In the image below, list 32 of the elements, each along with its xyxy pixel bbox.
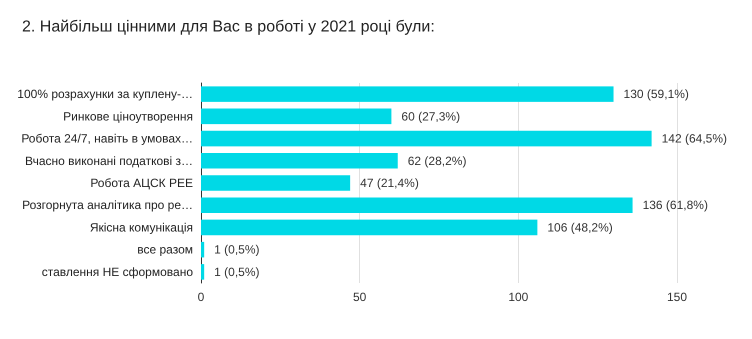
data-label: 47 (21,4%) — [360, 176, 419, 190]
x-tick-label: 0 — [198, 290, 205, 304]
data-label: 136 (61,8%) — [642, 198, 708, 212]
y-tick-label: Розгорнута аналітика про ре… — [22, 198, 193, 212]
bar — [201, 86, 614, 102]
data-label: 1 (0,5%) — [214, 242, 260, 257]
y-tick-label: 100% розрахунки за куплену-… — [17, 87, 193, 102]
bar — [201, 130, 652, 146]
y-tick-label: ставлення НЕ сформовано — [42, 264, 194, 279]
y-tick-label: Якісна комунікація — [90, 220, 193, 234]
bar — [201, 153, 398, 169]
y-tick-label: Вчасно виконані податкові з… — [25, 154, 193, 168]
bar — [201, 242, 204, 258]
y-tick-label: Робота 24/7, навіть в умовах… — [21, 132, 193, 146]
bar — [201, 264, 204, 280]
data-label: 106 (48,2%) — [547, 220, 613, 234]
x-tick-label: 50 — [352, 290, 367, 304]
y-tick-label: все разом — [137, 242, 193, 257]
data-label: 142 (64,5%) — [662, 132, 727, 146]
data-label: 130 (59,1%) — [624, 87, 689, 102]
bar — [201, 197, 633, 213]
chart-title: 2. Найбільш цінними для Вас в роботі у 2021 році були: — [22, 18, 435, 36]
bar — [201, 175, 350, 191]
y-tick-label: Робота АЦСК РЕЕ — [90, 176, 193, 190]
y-tick-label: Ринкове ціноутворення — [63, 109, 193, 124]
bar — [201, 220, 538, 236]
data-label: 60 (27,3%) — [401, 109, 460, 124]
data-label: 62 (28,2%) — [408, 154, 466, 168]
bar — [201, 108, 392, 124]
x-tick-label: 100 — [508, 290, 529, 304]
data-label: 1 (0,5%) — [214, 264, 260, 279]
x-tick-label: 150 — [666, 290, 688, 304]
